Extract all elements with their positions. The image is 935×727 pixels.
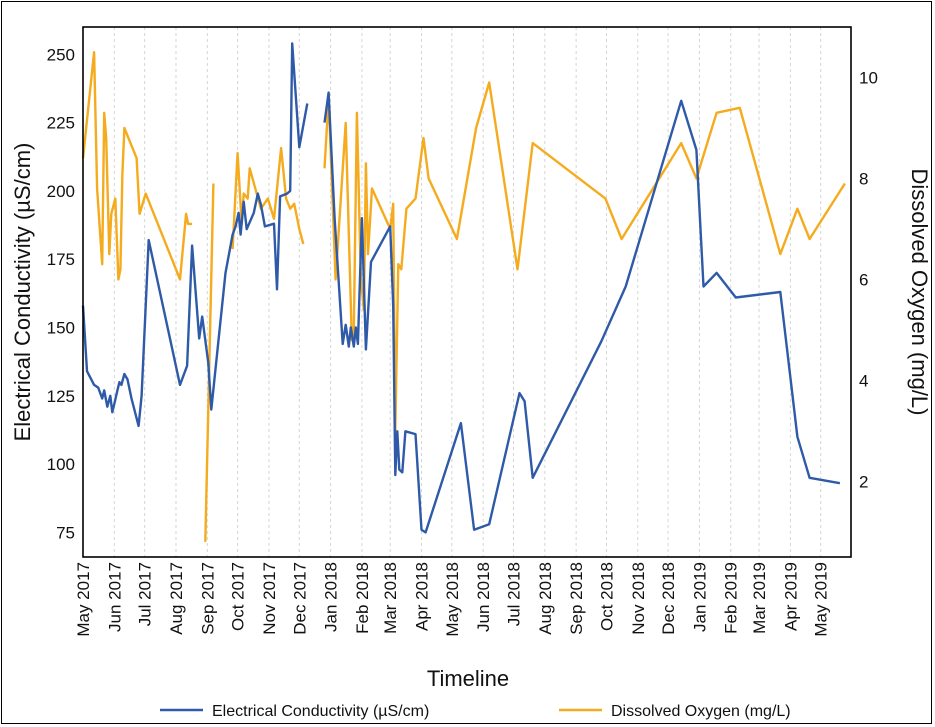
right-y-axis-label: Dissolved Oxygen (mg/L): [907, 169, 932, 416]
right-y-tick-label: 6: [859, 270, 868, 289]
x-tick-label: May 2017: [74, 562, 93, 637]
x-axis-label: Timeline: [427, 666, 509, 691]
x-tick-label: Sep 2017: [198, 562, 217, 635]
x-tick-label: Jul 2018: [504, 562, 523, 626]
vertical-gridlines: [82, 27, 822, 557]
do-series-line: [231, 146, 305, 250]
x-tick-label: Nov 2018: [629, 562, 648, 635]
x-tick-label: Jun 2018: [474, 562, 493, 632]
x-tick-label: May 2019: [812, 562, 831, 637]
x-tick-label: Oct 2018: [597, 562, 616, 631]
ec-series-line: [81, 42, 309, 428]
left-y-tick-label: 175: [47, 250, 75, 269]
left-y-tick-label: 200: [47, 182, 75, 201]
x-tick-labels: May 2017 Jun 2017 Jul 2017 Aug 2017 Sep 2017…: [74, 562, 831, 637]
left-y-tick-label: 125: [47, 387, 75, 406]
right-y-tick-label: 8: [859, 169, 868, 188]
x-tick-label: Aug 2017: [167, 562, 186, 635]
x-tick-label: Jan 2019: [690, 562, 709, 632]
right-y-tick-labels: 2 4 6 8 10: [859, 68, 878, 491]
x-tick-label: Dec 2017: [290, 562, 309, 635]
x-tick-label: Sep 2018: [567, 562, 586, 635]
left-y-axis-label: Electrical Conductivity (µS/cm): [10, 143, 35, 442]
x-tick-label: Oct 2017: [229, 562, 248, 631]
x-tick-label: Apr 2019: [781, 562, 800, 631]
right-y-tick-label: 2: [859, 472, 868, 491]
x-tick-label: Jan 2018: [322, 562, 341, 632]
x-tick-label: Jul 2017: [136, 562, 155, 626]
left-y-tick-label: 225: [47, 114, 75, 133]
ec-series-line: [323, 91, 841, 534]
x-tick-label: Apr 2018: [413, 562, 432, 631]
x-tick-label: Jun 2017: [105, 562, 124, 632]
x-tick-label: Mar 2019: [750, 562, 769, 634]
left-y-tick-label: 150: [47, 319, 75, 338]
left-y-tick-label: 100: [47, 455, 75, 474]
left-y-tick-label: 250: [47, 45, 75, 64]
right-y-tick-label: 10: [859, 68, 878, 87]
x-tick-label: May 2018: [443, 562, 462, 637]
x-tick-label: Dec 2018: [659, 562, 678, 635]
left-y-tick-label: 75: [56, 523, 75, 542]
legend-label-do: Dissolved Oxygen (mg/L): [611, 703, 791, 720]
legend-label-ec: Electrical Conductivity (µS/cm): [212, 703, 429, 720]
x-tick-label: Mar 2018: [381, 562, 400, 634]
x-tick-label: Feb 2019: [722, 562, 741, 634]
right-y-tick-label: 4: [859, 371, 868, 390]
left-y-tick-labels: 75 100 125 150 175 200 225 250: [47, 45, 75, 542]
legend: Electrical Conductivity (µS/cm) Dissolve…: [160, 703, 791, 720]
plot-area-border: [82, 26, 852, 558]
x-tick-label: Feb 2018: [353, 562, 372, 634]
do-series-line: [81, 51, 193, 281]
x-tick-label: Aug 2018: [536, 562, 555, 635]
series-lines: [81, 42, 846, 542]
x-tick-label: Nov 2017: [260, 562, 279, 635]
do-series-line: [323, 81, 846, 432]
